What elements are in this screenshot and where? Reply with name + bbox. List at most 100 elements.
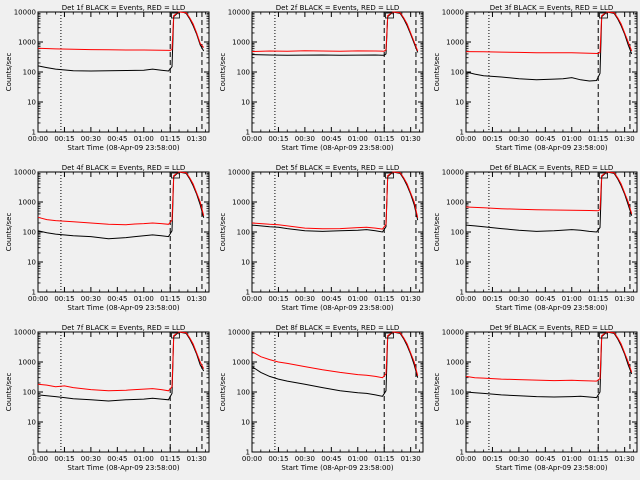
series-events-line [251,171,419,233]
x-tick-label: 01:15 [588,455,608,463]
x-tick-label: 00:30 [81,295,101,303]
y-tick-label: 100 [23,69,36,77]
panel-3: Det 3f BLACK = Events, RED = LLD 1 10 100 10… [433,4,638,152]
y-tick-label: 10000 [442,329,464,337]
x-tick-label: 00:15 [54,455,74,463]
y-axis-label: Counts/sec [219,373,227,412]
box-marker [385,332,394,339]
x-tick-label: 01:30 [401,295,421,303]
box-marker [385,172,394,179]
y-tick-label: 1 [246,289,250,297]
y-tick-label: 10000 [14,9,36,17]
series-events-line [37,11,205,72]
panel-title: Det 7f BLACK = Events, RED = LLD [62,324,185,332]
x-tick-label: 01:15 [374,455,394,463]
y-tick-label: 1 [460,289,464,297]
plot-frame [465,11,638,133]
panel-9: Det 9f BLACK = Events, RED = LLD 1 10 100 10… [433,324,638,472]
x-tick-label: 01:30 [401,135,421,143]
x-tick-label: 00:30 [509,295,529,303]
y-tick-label: 100 [237,69,250,77]
x-tick-label: 00:30 [509,135,529,143]
y-axis-label: Counts/sec [5,213,13,252]
x-tick-label: 00:45 [535,135,555,143]
panel-title: Det 5f BLACK = Events, RED = LLD [276,164,399,172]
x-tick-label: 00:00 [242,135,262,143]
box-marker [171,12,180,19]
x-tick-label: 00:30 [81,455,101,463]
plot-frame [465,331,638,453]
series-lld-line [37,11,205,51]
y-tick-label: 1000 [232,359,250,367]
y-axis-label: Counts/sec [433,213,441,252]
y-tick-label: 1 [32,289,36,297]
y-tick-label: 10 [241,419,250,427]
x-tick-label: 01:30 [187,135,207,143]
panel-title: Det 8f BLACK = Events, RED = LLD [276,324,399,332]
y-tick-label: 100 [23,389,36,397]
y-tick-label: 10000 [228,329,250,337]
x-tick-label: 01:15 [588,295,608,303]
panel-5: Det 5f BLACK = Events, RED = LLD 1 10 100 10… [219,164,424,312]
panel-1: Det 1f BLACK = Events, RED = LLD 1 10 100 10… [5,4,210,152]
x-tick-label: 00:15 [268,135,288,143]
x-tick-label: 01:15 [160,455,180,463]
box-marker [599,172,608,179]
box-marker [171,172,180,179]
x-tick-label: 00:30 [295,135,315,143]
x-tick-label: 00:45 [321,135,341,143]
box-marker [385,12,394,19]
y-tick-label: 10 [455,419,464,427]
series-lld-line [251,331,419,379]
panel-title: Det 3f BLACK = Events, RED = LLD [490,4,613,12]
x-tick-label: 01:15 [374,135,394,143]
x-tick-label: 00:45 [107,295,127,303]
x-tick-label: 00:15 [268,295,288,303]
x-tick-label: 00:00 [28,455,48,463]
y-tick-label: 10 [27,259,36,267]
series-events-line [251,331,419,397]
y-tick-label: 10 [455,99,464,107]
y-tick-label: 10000 [228,169,250,177]
x-axis-label: Start Time (08-Apr-09 23:58:00) [281,144,393,152]
y-tick-label: 10000 [14,329,36,337]
x-axis-label: Start Time (08-Apr-09 23:58:00) [495,464,607,472]
x-tick-label: 00:15 [482,135,502,143]
y-tick-label: 1 [460,449,464,457]
x-axis-label: Start Time (08-Apr-09 23:58:00) [67,144,179,152]
x-axis-label: Start Time (08-Apr-09 23:58:00) [495,144,607,152]
panel-title: Det 4f BLACK = Events, RED = LLD [62,164,185,172]
x-tick-label: 00:15 [268,455,288,463]
y-tick-label: 100 [451,229,464,237]
plot-frame [37,331,210,453]
series-lld-line [251,171,419,230]
x-tick-label: 00:15 [482,295,502,303]
y-tick-label: 100 [451,69,464,77]
plot-frame [251,11,424,133]
plot-frame [37,11,210,133]
x-tick-label: 01:30 [615,455,635,463]
x-tick-label: 01:00 [348,455,368,463]
x-axis-label: Start Time (08-Apr-09 23:58:00) [67,304,179,312]
series-lld-line [465,11,633,55]
y-axis-label: Counts/sec [219,53,227,92]
plot-frame [465,171,638,293]
x-tick-label: 01:30 [401,455,421,463]
x-tick-label: 01:00 [562,135,582,143]
x-tick-label: 01:00 [134,455,154,463]
x-tick-label: 00:15 [54,135,74,143]
y-tick-label: 1 [246,449,250,457]
y-tick-label: 1000 [446,39,464,47]
y-tick-label: 1 [32,449,36,457]
series-events-line [37,331,205,402]
y-tick-label: 100 [237,229,250,237]
y-tick-label: 1000 [18,39,36,47]
y-axis-label: Counts/sec [5,373,13,412]
y-tick-label: 100 [451,389,464,397]
y-tick-label: 1000 [232,39,250,47]
x-axis-label: Start Time (08-Apr-09 23:58:00) [281,304,393,312]
y-tick-label: 10 [241,99,250,107]
x-axis-label: Start Time (08-Apr-09 23:58:00) [281,464,393,472]
x-tick-label: 00:00 [456,295,476,303]
